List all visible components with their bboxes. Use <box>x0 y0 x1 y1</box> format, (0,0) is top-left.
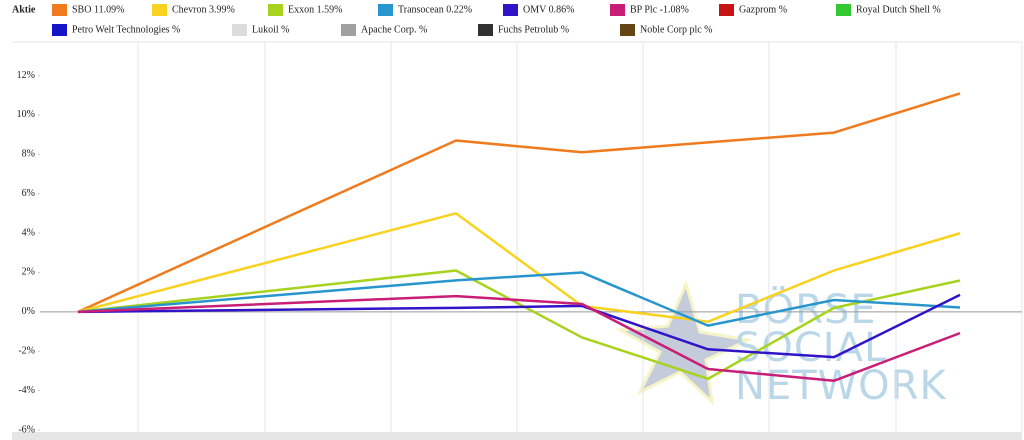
legend-label: Royal Dutch Shell % <box>856 4 941 15</box>
y-tick-label: 12% <box>17 70 35 81</box>
legend-swatch <box>620 24 635 36</box>
watermark-star <box>614 279 753 407</box>
legend-swatch <box>478 24 493 36</box>
legend-swatch <box>503 4 518 16</box>
legend-swatch <box>836 4 851 16</box>
legend-title: Aktie <box>12 4 36 15</box>
legend-swatch <box>378 4 393 16</box>
legend-label: Noble Corp plc % <box>640 24 713 35</box>
legend-swatch <box>52 4 67 16</box>
y-tick-label: 8% <box>22 149 35 160</box>
y-tick-label: 0% <box>22 306 35 317</box>
y-tick-label: 4% <box>22 227 35 238</box>
legend-swatch <box>610 4 625 16</box>
y-tick-label: 10% <box>17 109 35 120</box>
legend-label: Exxon 1.59% <box>288 4 342 15</box>
legend-swatch <box>152 4 167 16</box>
y-tick-label: 2% <box>22 267 35 278</box>
legend-swatch <box>232 24 247 36</box>
legend-label: Apache Corp. % <box>361 24 427 35</box>
legend-label: BP Plc -1.08% <box>630 4 689 15</box>
series-line <box>77 212 961 323</box>
series-line <box>77 92 961 313</box>
series-line <box>77 294 961 383</box>
legend-label: Transocean 0.22% <box>398 4 472 15</box>
y-tick-label: -6% <box>18 424 35 435</box>
series-line <box>77 269 961 381</box>
y-tick-label: -4% <box>18 385 35 396</box>
series-line <box>77 293 961 359</box>
legend-swatch <box>341 24 356 36</box>
legend-swatch <box>719 4 734 16</box>
x-scrollbar <box>12 432 1022 440</box>
legend-label: Chevron 3.99% <box>172 4 235 15</box>
legend-label: SBO 11.09% <box>72 4 124 15</box>
legend-swatch <box>52 24 67 36</box>
legend-label: OMV 0.86% <box>523 4 574 15</box>
y-tick-label: 6% <box>22 188 35 199</box>
legend-label: Petro Welt Technologies % <box>72 24 180 35</box>
legend-label: Gazprom % <box>739 4 787 15</box>
y-tick-label: -2% <box>18 346 35 357</box>
series-line <box>77 271 961 327</box>
legend-label: Fuchs Petrolub % <box>498 24 569 35</box>
watermark-text: NETWORK <box>735 363 947 409</box>
legend-swatch <box>268 4 283 16</box>
legend-label: Lukoil % <box>252 24 290 35</box>
